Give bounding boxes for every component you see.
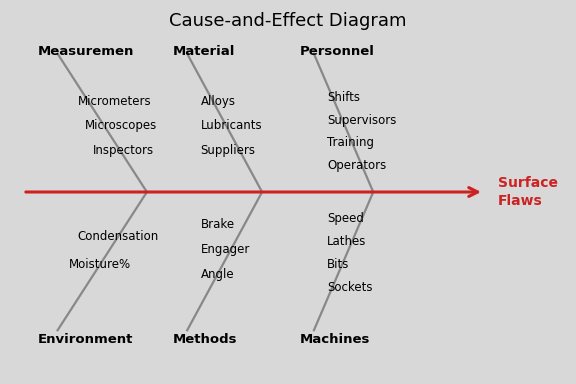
- Text: Bits: Bits: [327, 258, 350, 271]
- Text: Brake: Brake: [200, 218, 234, 231]
- Text: Training: Training: [327, 136, 374, 149]
- Text: Microscopes: Microscopes: [85, 119, 157, 132]
- Text: Supervisors: Supervisors: [327, 114, 396, 127]
- Text: Environment: Environment: [37, 333, 133, 346]
- Text: Condensation: Condensation: [78, 230, 159, 243]
- Text: Lubricants: Lubricants: [200, 119, 262, 132]
- Text: Shifts: Shifts: [327, 91, 360, 104]
- Text: Surface
Flaws: Surface Flaws: [498, 176, 558, 208]
- Text: Lathes: Lathes: [327, 235, 366, 248]
- Text: Operators: Operators: [327, 159, 386, 172]
- Text: Sockets: Sockets: [327, 281, 373, 294]
- Text: Inspectors: Inspectors: [93, 144, 154, 157]
- Text: Moisture%: Moisture%: [69, 258, 131, 271]
- Text: Material: Material: [173, 45, 235, 58]
- Text: Speed: Speed: [327, 212, 364, 225]
- Text: Engager: Engager: [200, 243, 250, 256]
- Text: Alloys: Alloys: [200, 95, 236, 108]
- Text: Personnel: Personnel: [300, 45, 374, 58]
- Text: Methods: Methods: [173, 333, 237, 346]
- Text: Measuremen: Measuremen: [37, 45, 134, 58]
- Text: Micrometers: Micrometers: [78, 95, 151, 108]
- Text: Suppliers: Suppliers: [200, 144, 255, 157]
- Text: Machines: Machines: [300, 333, 370, 346]
- Text: Angle: Angle: [200, 268, 234, 281]
- Text: Cause-and-Effect Diagram: Cause-and-Effect Diagram: [169, 12, 407, 30]
